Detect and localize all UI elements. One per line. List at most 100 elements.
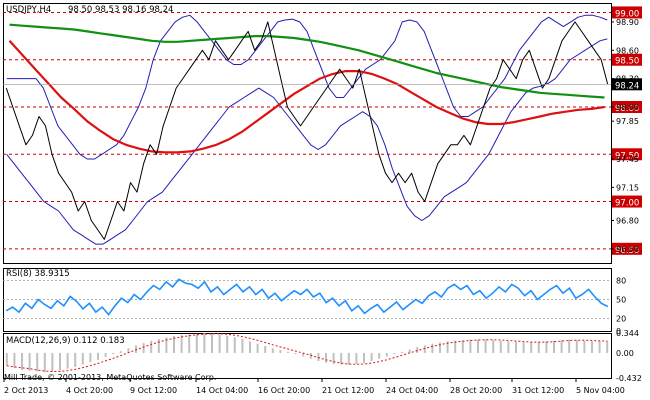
macd-bar xyxy=(180,334,183,353)
macd-bar xyxy=(492,340,495,353)
svg-text:98.00: 98.00 xyxy=(615,104,639,114)
panel-frame xyxy=(3,3,612,264)
x-tick-label: 14 Oct 04:00 xyxy=(196,386,248,395)
macd-bar xyxy=(135,345,137,353)
macd-bar xyxy=(484,339,487,353)
macd-bar xyxy=(66,352,69,369)
macd-bar xyxy=(477,339,479,353)
macd-signal-line xyxy=(6,333,608,373)
macd-bar xyxy=(203,333,206,353)
macd-bar xyxy=(575,340,578,353)
macd-bar xyxy=(469,339,472,353)
ohlc-readout: 98.50 98.53 98.16 98.24 xyxy=(68,5,173,15)
y-tick-label: 97.45 xyxy=(616,155,639,164)
macd-bar xyxy=(325,352,327,363)
rsi-tick-label: 80 xyxy=(616,277,626,286)
macd-bar xyxy=(89,352,92,363)
macd-bar xyxy=(294,352,297,355)
x-tick-label: 28 Oct 20:00 xyxy=(450,386,502,395)
macd-bar xyxy=(522,342,525,353)
macd-bar xyxy=(309,352,312,359)
svg-text:99.00: 99.00 xyxy=(615,9,639,19)
macd-bar xyxy=(142,343,145,353)
macd-bar xyxy=(385,352,388,357)
macd-bar xyxy=(119,351,122,353)
macd-bar xyxy=(13,352,16,369)
macd-bar xyxy=(81,352,84,365)
price-chart: 99.00 98.50 98.00 97.50 97.00 96.50 98.90 98.60… xyxy=(3,6,642,256)
macd-bar xyxy=(21,352,23,370)
rsi-panel: 80 50 20 0 xyxy=(3,277,626,336)
macd-bar xyxy=(173,336,175,353)
macd-bar xyxy=(363,352,365,363)
x-tick-label: 4 Oct 20:00 xyxy=(66,386,113,395)
time-axis: 2 Oct 2013 4 Oct 20:00 9 Oct 12:00 14 Oct 0… xyxy=(3,378,625,395)
x-tick-label: 24 Oct 04:00 xyxy=(386,386,438,395)
macd-bar xyxy=(545,341,548,353)
rsi-line xyxy=(5,278,609,316)
rsi-tick-label: 50 xyxy=(616,296,626,305)
x-tick-label: 31 Oct 12:00 xyxy=(512,386,564,395)
macd-bar xyxy=(340,352,343,365)
macd-bar xyxy=(423,345,426,353)
current-price-label: 98.24 xyxy=(612,78,642,91)
macd-bar xyxy=(302,352,305,357)
level-label: 96.50 xyxy=(612,242,642,256)
macd-bar xyxy=(59,352,61,371)
svg-text:97.00: 97.00 xyxy=(615,199,639,209)
level-label: 99.00 xyxy=(612,6,642,19)
x-tick-label: 16 Oct 20:00 xyxy=(258,386,310,395)
chart-title: USDJPY,H4 xyxy=(6,5,51,15)
panel-frame xyxy=(3,333,612,379)
macd-bar xyxy=(157,339,160,353)
macd-bar xyxy=(416,347,419,353)
panel-frame xyxy=(3,268,612,332)
macd-bar xyxy=(461,340,464,353)
macd-bar xyxy=(5,352,8,366)
macd-bar xyxy=(218,334,221,353)
macd-bar xyxy=(51,352,54,372)
macd-panel: 0.344 0.00 -0.432 xyxy=(5,329,642,383)
macd-bar xyxy=(431,343,434,353)
y-tick-label: 98.00 xyxy=(616,103,639,112)
macd-bar xyxy=(150,340,153,353)
y-tick-label: 97.85 xyxy=(616,117,639,126)
macd-bar xyxy=(606,340,609,353)
macd-tick-label: -0.432 xyxy=(616,374,642,383)
macd-bar xyxy=(287,351,289,353)
macd-bar xyxy=(249,341,251,353)
rsi-title: RSI(8) 38.9315 xyxy=(6,269,70,279)
macd-bar xyxy=(378,352,381,359)
y-tick-label: 98.90 xyxy=(616,18,639,27)
macd-bar xyxy=(568,339,571,353)
macd-bar xyxy=(233,337,236,353)
macd-bar xyxy=(256,343,259,353)
level-label: 97.50 xyxy=(612,148,642,161)
macd-bar xyxy=(408,349,411,353)
macd-bar xyxy=(355,352,358,364)
bands-lower-line xyxy=(6,38,608,245)
macd-bar xyxy=(74,352,77,367)
x-tick-label: 9 Oct 12:00 xyxy=(130,386,177,395)
macd-title: MACD(12,26,9) 0.112 0.183 xyxy=(6,336,125,346)
bands-upper-line xyxy=(6,14,608,160)
macd-bar xyxy=(188,334,191,353)
y-tick-label: 96.50 xyxy=(616,245,639,254)
macd-bar xyxy=(264,345,267,353)
macd-bar xyxy=(28,352,31,371)
y-tick-label: 98.60 xyxy=(616,46,639,55)
macd-bar xyxy=(598,341,601,353)
macd-bar xyxy=(347,352,350,365)
macd-bar xyxy=(446,341,449,353)
x-tick-label: 21 Oct 12:00 xyxy=(322,386,374,395)
macd-bar xyxy=(530,342,533,353)
ma-red-line xyxy=(8,40,605,154)
macd-tick-label: 0.344 xyxy=(616,329,639,338)
level-label: 98.00 xyxy=(612,101,642,114)
macd-bar xyxy=(165,337,168,353)
y-tick-label: 97.15 xyxy=(616,183,639,192)
macd-bar xyxy=(211,333,213,353)
macd-bar xyxy=(537,341,540,353)
